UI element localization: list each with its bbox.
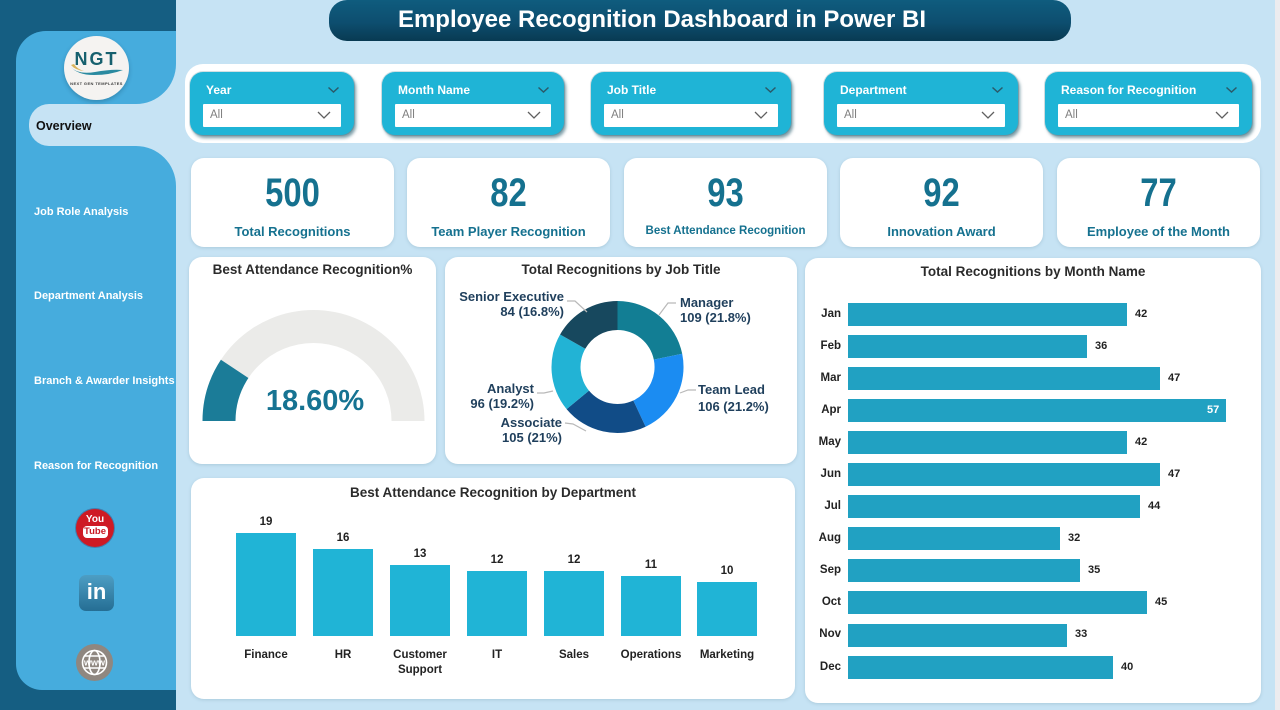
svg-text:Analyst: Analyst — [487, 381, 535, 396]
svg-text:84 (16.8%): 84 (16.8%) — [500, 304, 564, 319]
svg-text:www: www — [83, 657, 106, 667]
svg-text:109 (21.8%): 109 (21.8%) — [680, 310, 751, 325]
svg-text:18.60%: 18.60% — [266, 385, 365, 417]
svg-text:Team Lead: Team Lead — [698, 382, 765, 397]
svg-text:96 (19.2%): 96 (19.2%) — [470, 396, 534, 411]
svg-text:Senior Executive: Senior Executive — [459, 289, 564, 304]
svg-text:Manager: Manager — [680, 295, 733, 310]
svg-text:Associate: Associate — [501, 415, 562, 430]
svg-text:105 (21%): 105 (21%) — [502, 430, 562, 445]
svg-text:106 (21.2%): 106 (21.2%) — [698, 399, 769, 414]
